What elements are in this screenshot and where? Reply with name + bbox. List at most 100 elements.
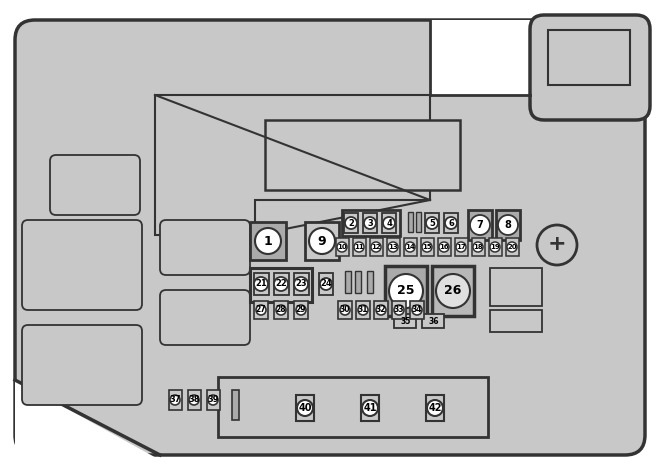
Bar — [319, 273, 333, 295]
Text: 9: 9 — [318, 235, 326, 248]
Text: 42: 42 — [428, 403, 442, 413]
Circle shape — [320, 278, 332, 290]
Circle shape — [296, 305, 306, 315]
Text: 37: 37 — [170, 395, 181, 405]
Circle shape — [436, 274, 470, 308]
Circle shape — [376, 305, 386, 315]
Circle shape — [439, 242, 449, 252]
Bar — [293, 273, 308, 295]
Bar — [188, 390, 200, 410]
Bar — [403, 238, 417, 256]
Text: 41: 41 — [363, 403, 377, 413]
Bar — [488, 238, 502, 256]
Bar — [361, 395, 379, 421]
Text: 35: 35 — [401, 316, 411, 326]
Circle shape — [427, 400, 443, 416]
Bar — [367, 271, 373, 293]
Text: 16: 16 — [440, 244, 449, 250]
Bar — [432, 266, 474, 316]
Text: 30: 30 — [340, 306, 350, 314]
Bar — [369, 238, 383, 256]
Text: 8: 8 — [505, 220, 511, 230]
Circle shape — [208, 395, 218, 405]
Circle shape — [388, 242, 398, 252]
Circle shape — [274, 277, 288, 291]
Bar — [305, 222, 339, 260]
Circle shape — [426, 217, 438, 229]
Bar — [430, 20, 645, 95]
Bar — [425, 213, 439, 233]
Bar — [490, 268, 542, 306]
FancyBboxPatch shape — [50, 155, 140, 215]
Bar — [422, 314, 444, 328]
Text: 26: 26 — [444, 284, 462, 298]
Bar — [374, 301, 388, 319]
Circle shape — [255, 228, 281, 254]
Text: 24: 24 — [320, 280, 332, 289]
Bar — [410, 301, 424, 319]
Bar — [296, 395, 314, 421]
Circle shape — [389, 274, 423, 308]
Circle shape — [394, 305, 404, 315]
Text: 18: 18 — [473, 244, 483, 250]
Bar — [505, 238, 519, 256]
Bar — [454, 238, 468, 256]
Circle shape — [340, 305, 350, 315]
Bar — [294, 301, 308, 319]
Bar — [426, 395, 444, 421]
Circle shape — [490, 242, 500, 252]
Circle shape — [276, 305, 286, 315]
Bar — [468, 210, 492, 240]
Bar — [382, 213, 396, 233]
Text: 20: 20 — [507, 244, 517, 250]
Bar — [421, 238, 433, 256]
Circle shape — [456, 242, 466, 252]
Text: 22: 22 — [275, 280, 287, 289]
Bar — [253, 273, 269, 295]
Circle shape — [354, 242, 364, 252]
Bar — [218, 377, 488, 437]
Bar — [387, 238, 399, 256]
FancyBboxPatch shape — [530, 15, 650, 120]
Text: 31: 31 — [358, 306, 369, 314]
Bar — [206, 390, 220, 410]
Text: 7: 7 — [476, 220, 483, 230]
Text: +: + — [547, 234, 566, 254]
Bar — [336, 238, 348, 256]
Bar — [355, 271, 361, 293]
Text: 10: 10 — [337, 244, 347, 250]
Circle shape — [345, 217, 357, 229]
Circle shape — [383, 217, 395, 229]
Text: 36: 36 — [429, 316, 440, 326]
Text: 15: 15 — [422, 244, 431, 250]
Bar — [438, 238, 450, 256]
Circle shape — [371, 242, 381, 252]
Bar — [356, 301, 370, 319]
Bar — [394, 314, 416, 328]
Text: 28: 28 — [275, 306, 286, 314]
Bar — [416, 212, 421, 232]
Bar — [338, 301, 352, 319]
Circle shape — [498, 215, 518, 235]
Text: 19: 19 — [490, 244, 500, 250]
Polygon shape — [15, 380, 160, 460]
FancyBboxPatch shape — [22, 220, 142, 310]
Circle shape — [294, 277, 308, 291]
Text: 25: 25 — [397, 284, 415, 298]
Text: 17: 17 — [456, 244, 466, 250]
Circle shape — [422, 242, 432, 252]
Text: 4: 4 — [386, 219, 392, 227]
Circle shape — [170, 395, 180, 405]
Bar — [363, 213, 377, 233]
Circle shape — [309, 228, 335, 254]
Bar — [232, 390, 239, 420]
Text: 32: 32 — [376, 306, 386, 314]
FancyBboxPatch shape — [160, 290, 250, 345]
Text: 5: 5 — [429, 219, 435, 227]
Bar — [250, 268, 312, 302]
Bar — [254, 301, 268, 319]
Circle shape — [470, 215, 490, 235]
Text: 38: 38 — [188, 395, 200, 405]
Text: 11: 11 — [354, 244, 364, 250]
Bar — [392, 301, 406, 319]
